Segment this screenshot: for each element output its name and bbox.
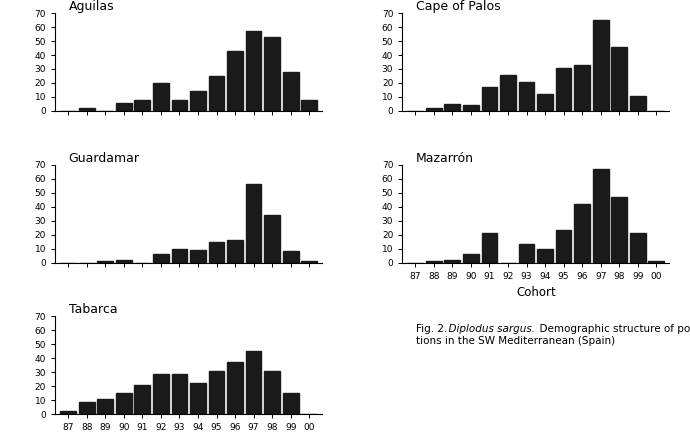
Bar: [79, 108, 95, 111]
Bar: [593, 169, 609, 262]
Bar: [116, 393, 132, 414]
Bar: [153, 254, 169, 262]
Bar: [611, 47, 627, 111]
Bar: [649, 261, 664, 262]
Bar: [463, 254, 479, 262]
Text: Fig. 2.: Fig. 2.: [415, 324, 453, 334]
Bar: [593, 20, 609, 111]
Bar: [227, 240, 243, 262]
Bar: [611, 197, 627, 262]
Text: Cape of Palos: Cape of Palos: [415, 0, 500, 13]
Text: Guardamar: Guardamar: [68, 152, 139, 165]
Bar: [97, 261, 113, 262]
Bar: [555, 230, 571, 262]
Bar: [172, 374, 187, 414]
Bar: [208, 76, 224, 111]
Bar: [264, 371, 280, 414]
Bar: [555, 68, 571, 111]
Bar: [444, 260, 460, 262]
Bar: [538, 94, 553, 111]
Bar: [302, 261, 317, 262]
Bar: [116, 260, 132, 262]
Bar: [190, 92, 206, 111]
Bar: [79, 402, 95, 414]
Bar: [519, 245, 535, 262]
Bar: [283, 72, 299, 111]
X-axis label: Cohort: Cohort: [516, 286, 555, 299]
Bar: [190, 250, 206, 262]
Bar: [97, 399, 113, 414]
Text: Demographic structure of popu-
tions in the SW Mediterranean (Spain): Demographic structure of popu- tions in …: [415, 324, 690, 346]
Bar: [116, 102, 132, 111]
Bar: [208, 242, 224, 262]
Bar: [630, 95, 646, 111]
Bar: [630, 233, 646, 262]
Text: Mazarrón: Mazarrón: [415, 152, 473, 165]
Bar: [172, 249, 187, 262]
Bar: [426, 108, 442, 111]
Bar: [283, 393, 299, 414]
Bar: [227, 362, 243, 414]
Bar: [227, 51, 243, 111]
Bar: [444, 104, 460, 111]
Text: Águilas: Águilas: [68, 0, 114, 13]
Bar: [463, 106, 479, 111]
Text: Tabarca: Tabarca: [68, 303, 117, 317]
Bar: [135, 100, 150, 111]
Bar: [60, 412, 76, 414]
Bar: [172, 100, 187, 111]
Bar: [153, 83, 169, 111]
Bar: [246, 31, 262, 111]
Bar: [482, 87, 497, 111]
Bar: [302, 100, 317, 111]
Bar: [264, 215, 280, 262]
Bar: [246, 351, 262, 414]
Bar: [574, 204, 590, 262]
Bar: [283, 252, 299, 262]
Bar: [153, 374, 169, 414]
Bar: [426, 261, 442, 262]
Bar: [190, 383, 206, 414]
Bar: [264, 37, 280, 111]
Bar: [500, 75, 516, 111]
Bar: [538, 249, 553, 262]
Bar: [246, 184, 262, 262]
Bar: [208, 371, 224, 414]
Text: Diplodus sargus.: Diplodus sargus.: [415, 324, 535, 334]
Bar: [482, 233, 497, 262]
Bar: [519, 82, 535, 111]
Bar: [135, 385, 150, 414]
Bar: [574, 65, 590, 111]
